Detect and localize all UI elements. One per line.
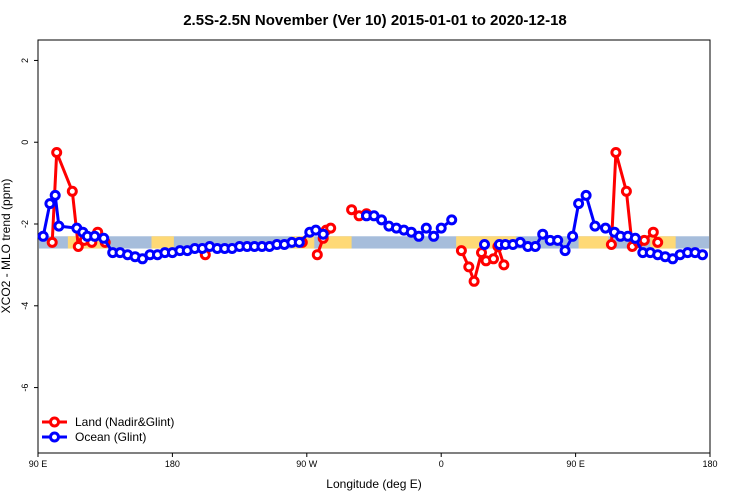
land-point-6-0 (605, 239, 617, 250)
x-axis-label: Longitude (deg E) (326, 477, 421, 491)
ocean-point-2-0 (479, 239, 490, 250)
x-tick-label-5: 180 (702, 459, 717, 469)
ocean-point-3-9 (559, 245, 571, 257)
land-band-1 (151, 236, 174, 249)
ocean-point-0-34 (293, 236, 305, 248)
y-axis: 2 0 -2 -4 -6 (20, 58, 38, 392)
x-tick-label-0: 90 E (29, 459, 48, 469)
plot-frame (37, 39, 711, 454)
ocean-point-1-10 (435, 222, 447, 234)
legend-land-marker (49, 416, 60, 428)
ocean-point-3-10 (567, 230, 579, 242)
ocean-point-3-18 (629, 232, 641, 244)
ocean-point-0-37 (317, 228, 329, 240)
legend-ocean-label: Ocean (Glint) (75, 430, 146, 444)
land-point-4-0 (346, 204, 358, 216)
ocean-point-0-0 (37, 230, 49, 242)
land-point-6-7 (652, 236, 664, 248)
ocean-point-1-9 (428, 230, 440, 242)
land-band-3 (321, 236, 352, 249)
legend: Land (Nadir&Glint) Ocean (Glint) (42, 415, 174, 444)
ocean-point-0-7 (89, 230, 101, 242)
ocean-point-1-2 (376, 214, 387, 226)
land-point-6-2 (620, 185, 632, 197)
legend-ocean-marker (49, 431, 60, 443)
x-tick-label-1: 180 (165, 459, 180, 469)
land-point-0-1 (51, 147, 63, 158)
ocean-point-3-5 (529, 241, 541, 252)
land-band-5 (578, 236, 609, 249)
ocean-point-3-8 (552, 234, 564, 246)
y-tick-label-1: 0 (20, 140, 30, 145)
land-point-5-0 (455, 245, 467, 257)
legend-land-label: Land (Nadir&Glint) (75, 415, 174, 429)
ocean-point-3-13 (589, 220, 601, 232)
ocean-point-1-11 (446, 214, 458, 226)
y-tick-label-3: -4 (20, 302, 30, 310)
y-tick-label-2: -2 (20, 220, 30, 228)
ocean-point-0-3 (53, 220, 65, 232)
y-tick-label-4: -6 (20, 384, 30, 392)
ocean-point-1-7 (413, 230, 425, 242)
x-axis: 90 E 180 90 W 0 90 E 180 (29, 453, 718, 469)
ocean-point-3-14 (600, 222, 611, 234)
land-point-5-2 (468, 275, 480, 287)
land-point-0-2 (66, 185, 78, 197)
land-point-5-7 (498, 259, 510, 271)
ocean-point-3-12 (580, 189, 592, 201)
ocean-point-0-8 (98, 232, 110, 244)
land-point-0-0 (46, 236, 58, 248)
chart-title: 2.5S-2.5N November (Ver 10) 2015-01-01 t… (183, 12, 567, 29)
ocean-point-0-1 (44, 198, 56, 210)
ocean-point-0-2 (49, 189, 61, 201)
land-point-0-3 (72, 241, 84, 252)
ocean-point-3-11 (573, 198, 585, 210)
ocean-point-1-8 (420, 222, 432, 234)
x-tick-label-2: 90 W (296, 459, 318, 469)
x-tick-label-3: 0 (439, 459, 444, 469)
land-point-5-5 (488, 253, 499, 265)
land-point-6-1 (610, 147, 622, 158)
land-point-6-5 (638, 234, 650, 246)
series-layer (37, 147, 708, 287)
land-point-6-6 (647, 226, 659, 238)
x-tick-label-4: 90 E (566, 459, 585, 469)
ocean-point-3-27 (697, 249, 708, 261)
land-point-5-1 (463, 261, 475, 273)
land-point-3-3 (325, 222, 337, 234)
land-point-3-0 (311, 249, 323, 261)
y-tick-label-0: 2 (20, 58, 30, 63)
y-axis-label: XCO2 - MLO trend (ppm) (0, 179, 13, 314)
ocean-point-3-6 (537, 228, 549, 240)
